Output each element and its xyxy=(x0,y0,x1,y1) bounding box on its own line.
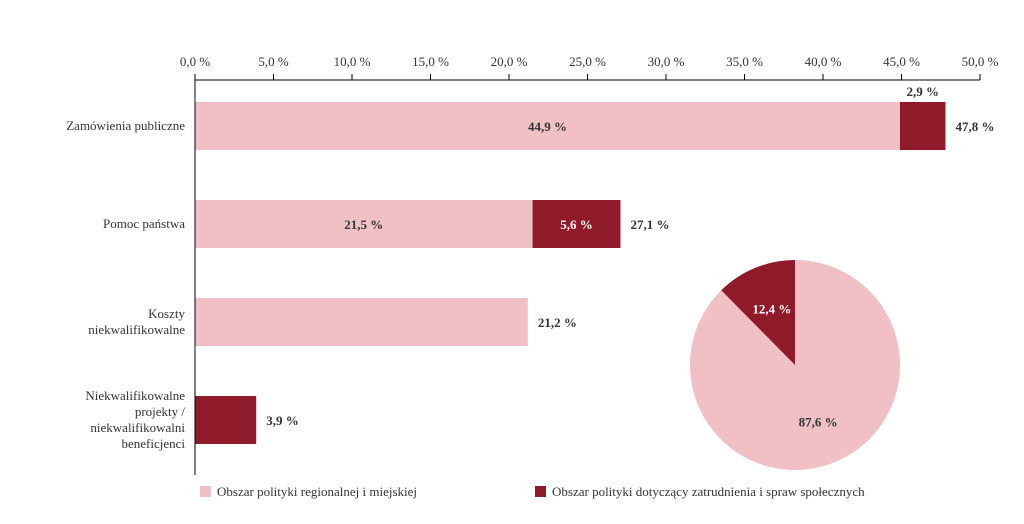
x-tick-label: 50,0 % xyxy=(962,54,999,69)
x-tick-label: 25,0 % xyxy=(569,54,606,69)
category-label: beneficjenci xyxy=(121,436,185,451)
bar-total-label: 3,9 % xyxy=(266,413,299,428)
x-tick-label: 15,0 % xyxy=(412,54,449,69)
x-tick-label: 30,0 % xyxy=(648,54,685,69)
chart-svg: 44,9 % 2,9 % 47,8 % Zamówienia publiczne 21,… xyxy=(10,10,1014,514)
x-tick-label: 10,0 % xyxy=(334,54,371,69)
category-label: niekwalifikowalne xyxy=(88,322,185,337)
category-label: projekty / xyxy=(135,404,186,419)
bar-series1 xyxy=(195,298,528,346)
x-tick-label: 5,0 % xyxy=(258,54,289,69)
bar-total-label: 27,1 % xyxy=(630,217,669,232)
legend-label: Obszar polityki regionalnej i miejskiej xyxy=(217,484,417,499)
legend-label: Obszar polityki dotyczący zatrudnienia i… xyxy=(552,484,865,499)
x-tick-label: 20,0 % xyxy=(491,54,528,69)
category-label: Niekwalifikowalne xyxy=(85,388,185,403)
bar-series2 xyxy=(900,102,946,150)
x-tick-label: 35,0 % xyxy=(726,54,763,69)
x-tick-label: 45,0 % xyxy=(883,54,920,69)
bar-total-label: 47,8 % xyxy=(955,119,994,134)
combined-chart: 44,9 % 2,9 % 47,8 % Zamówienia publiczne 21,… xyxy=(10,10,1014,514)
x-tick-label: 40,0 % xyxy=(805,54,842,69)
bar-label-s2: 2,9 % xyxy=(906,84,939,99)
pie-label: 87,6 % xyxy=(799,414,838,429)
category-label: Pomoc państwa xyxy=(103,216,185,231)
category-label: Zamówienia publiczne xyxy=(66,118,185,133)
bar-total-label: 21,2 % xyxy=(538,315,577,330)
pie-label: 12,4 % xyxy=(752,302,791,317)
legend-swatch xyxy=(200,486,211,497)
category-label: Koszty xyxy=(148,306,185,321)
x-tick-label: 0,0 % xyxy=(180,54,211,69)
legend-swatch xyxy=(535,486,546,497)
bar-label-s2: 5,6 % xyxy=(560,217,593,232)
bar-label-s1: 44,9 % xyxy=(528,119,567,134)
bar-series2 xyxy=(195,396,256,444)
category-label: niekwalifikowalni xyxy=(90,420,185,435)
bar-label-s1: 21,5 % xyxy=(344,217,383,232)
